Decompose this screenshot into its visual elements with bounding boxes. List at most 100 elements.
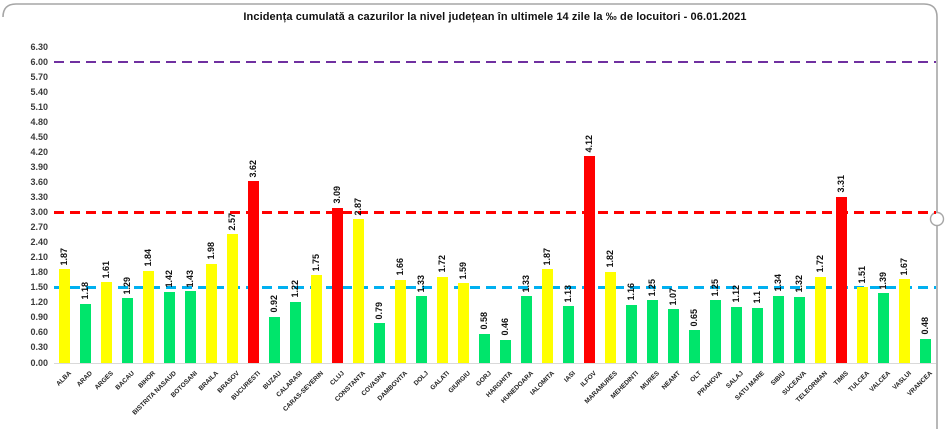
bar-brasov [227, 234, 238, 363]
bar-value-label: 1.33 [416, 274, 426, 293]
bar-mehedinti [626, 304, 637, 363]
bar-value-label: 1.67 [899, 257, 909, 276]
bar-value-label: 1.42 [164, 270, 174, 288]
bar-value-label: 1.75 [311, 253, 321, 272]
bar-cluj [332, 208, 343, 363]
bar-value-label: 1.12 [731, 285, 741, 303]
bar-calarasi [290, 301, 301, 363]
bar-value-label: 1.72 [437, 255, 447, 273]
bar-iasi [563, 306, 574, 363]
bar-suceava [794, 296, 805, 363]
bar-value-label: 0.65 [689, 308, 699, 327]
y-axis-tick-label: 4.50 [30, 131, 48, 142]
bar-value-label: 3.09 [332, 186, 342, 205]
bar-galati [437, 276, 448, 363]
bar-bacau [122, 298, 133, 363]
y-axis-tick-label: 5.10 [30, 101, 48, 112]
bar-value-label: 2.57 [227, 212, 237, 231]
y-axis-tick-label: 0.00 [30, 357, 48, 368]
bar-value-label: 1.39 [878, 271, 888, 290]
y-axis-tick-label: 3.90 [30, 161, 48, 172]
x-axis-label: OLT [688, 370, 703, 384]
y-axis-tick-label: 3.30 [30, 191, 48, 202]
chart-border [2, 3, 938, 429]
bar-value-label: 1.33 [521, 274, 531, 293]
x-axis-label: TULCEA [846, 370, 871, 394]
bar-value-label: 1.82 [605, 250, 615, 268]
x-axis-label: NEAMT [660, 370, 682, 392]
bar-ialomita [542, 269, 553, 363]
bar-value-label: 1.29 [122, 276, 132, 295]
bar-dolj [416, 296, 427, 363]
bar-value-label: 1.98 [206, 242, 216, 260]
y-axis-tick-label: 3.00 [30, 207, 48, 218]
y-axis-tick-label: 1.80 [30, 267, 48, 278]
bar-bihor [143, 270, 154, 363]
bar-satu-mare [752, 307, 763, 363]
bar-sibiu [773, 295, 784, 363]
bar-value-label: 1.66 [395, 258, 405, 276]
bar-value-label: 1.84 [143, 249, 153, 267]
y-axis-tick-label: 5.70 [30, 71, 48, 82]
bar-mures [647, 300, 658, 363]
y-axis-tick-label: 6.30 [30, 41, 48, 52]
bar-value-label: 1.32 [794, 275, 804, 293]
bar-value-label: 3.62 [248, 159, 258, 178]
bar-value-label: 0.58 [479, 312, 489, 330]
y-axis-tick-label: 3.60 [30, 176, 48, 187]
bar-value-label: 1.61 [101, 260, 111, 279]
y-axis-tick-label: 4.20 [30, 146, 48, 157]
bar-vaslui [899, 279, 910, 363]
y-axis-tick-label: 0.60 [30, 327, 48, 338]
bar-value-label: 2.87 [353, 197, 363, 216]
x-axis-label: SALAJ [724, 370, 745, 391]
bar-value-label: 0.92 [269, 295, 279, 313]
bar-bistrita-nasaud [164, 291, 175, 363]
x-axis-label: IASI [562, 370, 577, 384]
x-axis-label: CLUJ [328, 370, 346, 387]
x-axis-label: MURES [638, 370, 661, 392]
bar-ilfov [584, 156, 595, 363]
bar-bucuresti [248, 181, 259, 363]
bar-value-label: 0.48 [920, 317, 930, 335]
bar-gorj [479, 333, 490, 363]
x-axis-label: TIMIS [832, 370, 850, 388]
bar-valcea [878, 293, 889, 363]
bar-caras-severin [311, 275, 322, 363]
bar-value-label: 4.12 [584, 134, 594, 153]
resize-handle[interactable] [929, 211, 945, 227]
bar-maramures [605, 271, 616, 363]
x-axis-label: DOLJ [412, 370, 430, 388]
bar-value-label: 1.59 [458, 261, 468, 280]
bar-constanta [353, 219, 364, 363]
bar-value-label: 0.46 [500, 318, 510, 336]
bar-value-label: 1.13 [563, 284, 573, 303]
bar-value-label: 1.16 [626, 283, 636, 301]
threshold-red-line-3.00 [54, 211, 936, 214]
y-axis-tick-label: 1.50 [30, 282, 48, 293]
bar-olt [689, 330, 700, 363]
bar-dambovita [395, 279, 406, 363]
bar-timis [836, 196, 847, 363]
bar-value-label: 1.51 [857, 265, 867, 284]
y-axis-tick-label: 2.40 [30, 237, 48, 248]
bar-harghita [500, 339, 511, 363]
bar-value-label: 1.87 [59, 247, 69, 266]
bar-hunedoara [521, 296, 532, 363]
y-axis-tick-label: 0.90 [30, 312, 48, 323]
bar-value-label: 3.31 [836, 175, 846, 193]
bar-alba [59, 269, 70, 363]
bar-neamt [668, 309, 679, 363]
bar-botosani [185, 291, 196, 363]
chart-title: Incidența cumulată a cazurilor la nivel … [243, 11, 747, 23]
bar-value-label: 0.79 [374, 301, 384, 320]
bar-value-label: 1.25 [710, 278, 720, 297]
bar-value-label: 1.72 [815, 255, 825, 273]
y-axis-tick-label: 6.00 [30, 56, 48, 67]
x-axis-label: SIBIU [769, 370, 787, 388]
y-axis-tick-label: 0.30 [30, 342, 48, 353]
y-axis-tick-label: 2.70 [30, 222, 48, 233]
bar-salaj [731, 306, 742, 363]
